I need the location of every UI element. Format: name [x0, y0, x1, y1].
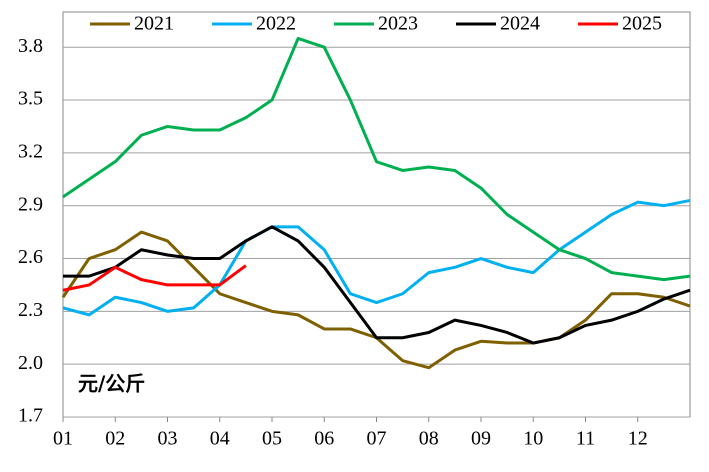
legend-label: 2025	[622, 13, 662, 35]
x-tick-label: 06	[314, 428, 334, 450]
x-tick-label: 11	[576, 428, 595, 450]
series-line	[62, 198, 691, 317]
legend-label: 2021	[134, 13, 174, 35]
y-tick-label: 3.2	[18, 140, 43, 162]
unit-annotation: 元/公斤	[78, 372, 145, 396]
x-tick-label: 05	[262, 428, 282, 450]
x-tick-label: 04	[210, 428, 230, 450]
legend-label: 2024	[500, 13, 540, 35]
legend-label: 2023	[378, 13, 418, 35]
legend-label: 2022	[256, 13, 296, 35]
x-tick-label: 01	[53, 428, 73, 450]
x-tick-label: 07	[367, 428, 387, 450]
series-line	[62, 264, 247, 292]
plot-frame	[62, 11, 691, 418]
x-tick-label: 12	[628, 428, 648, 450]
y-tick-label: 1.7	[18, 405, 43, 427]
y-tick-label: 3.8	[18, 35, 43, 57]
x-tick-label: 09	[471, 428, 491, 450]
y-tick-label: 2.9	[18, 193, 43, 215]
series-line	[62, 36, 691, 282]
y-tick-label: 2.6	[18, 246, 43, 268]
x-tick-label: 08	[419, 428, 439, 450]
x-tick-label: 02	[105, 428, 125, 450]
y-tick-label: 2.0	[18, 352, 43, 374]
y-tick-label: 2.3	[18, 299, 43, 321]
x-tick-label: 03	[158, 428, 178, 450]
x-tick-label: 10	[523, 428, 543, 450]
series-line	[63, 225, 691, 345]
y-tick-label: 3.5	[18, 88, 43, 110]
